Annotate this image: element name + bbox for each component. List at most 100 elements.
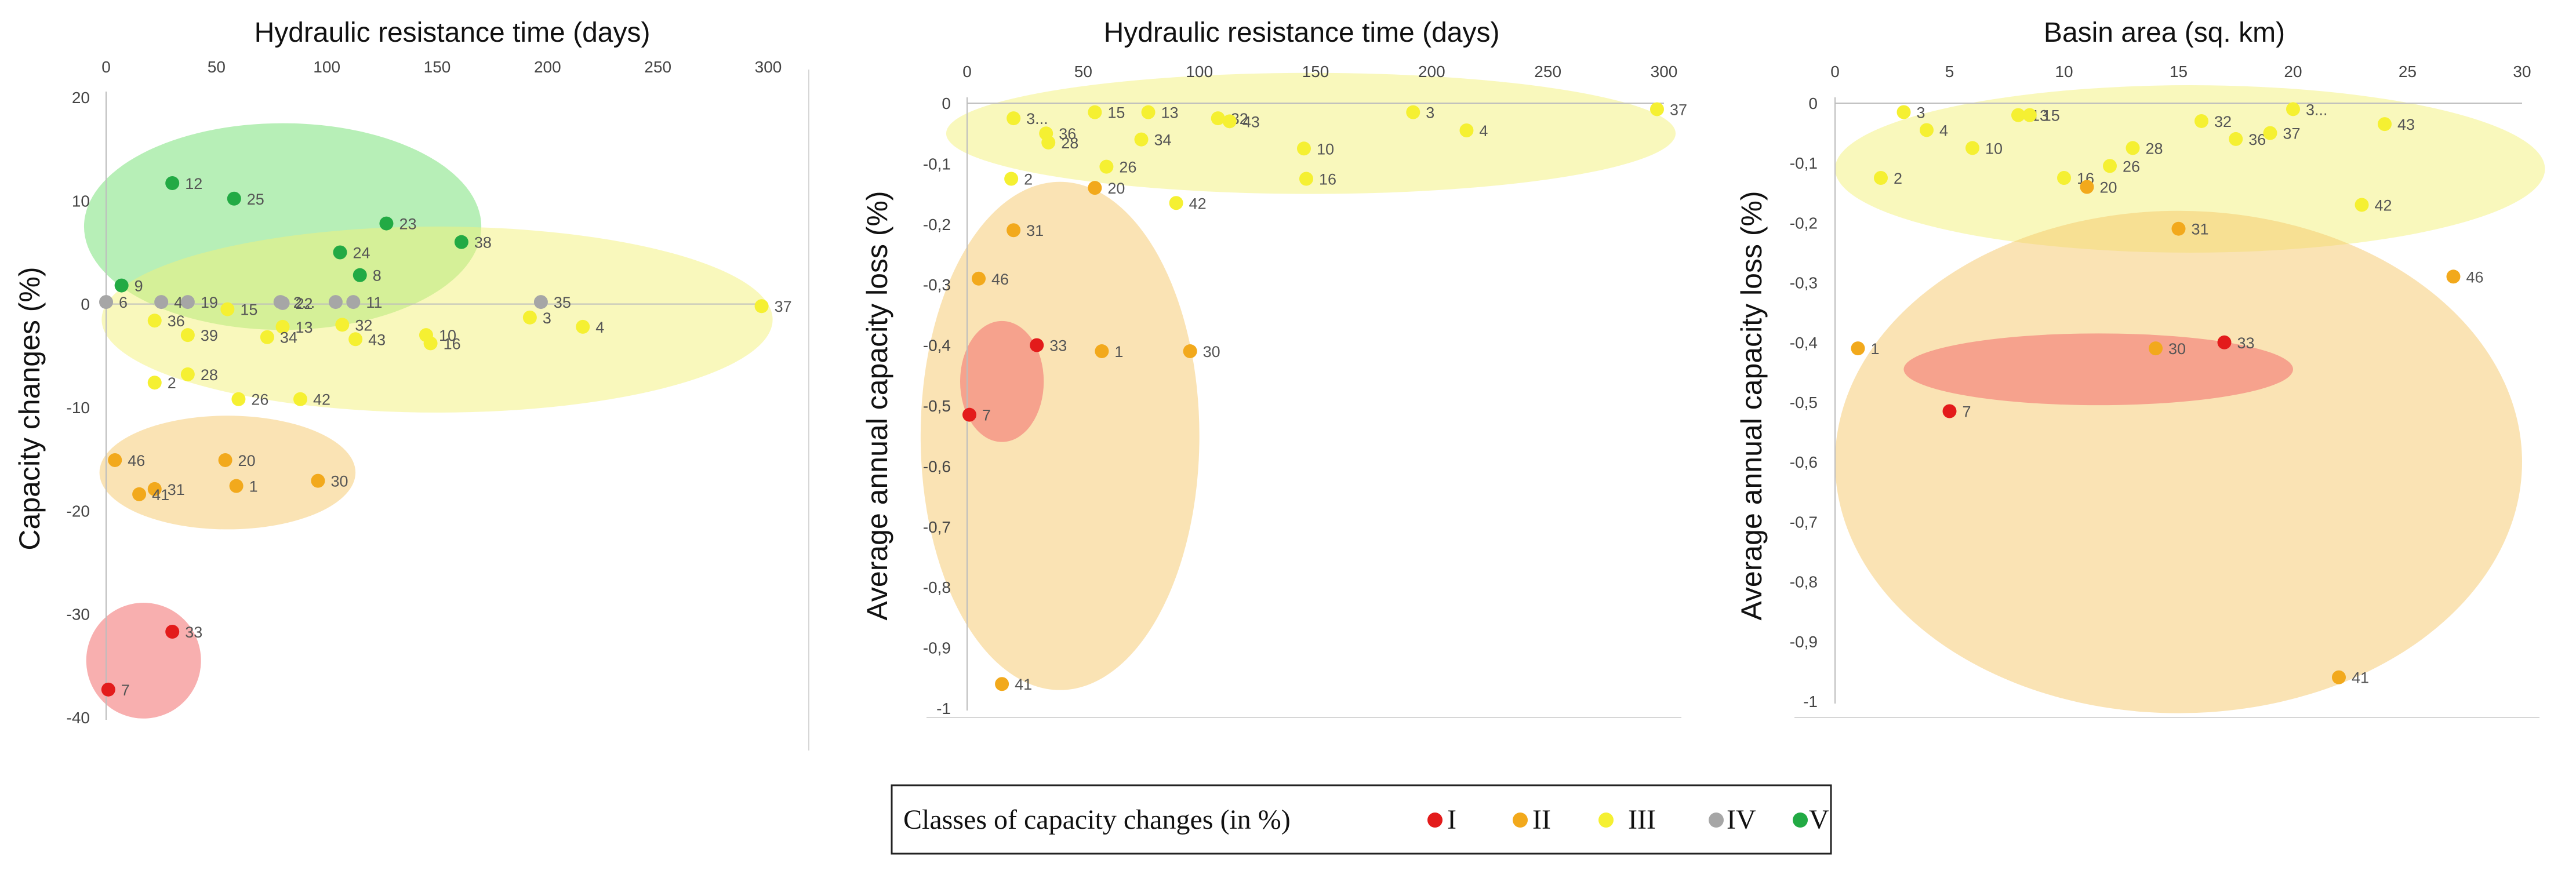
x-tick-label: 200 (534, 58, 561, 76)
point-label: 32 (355, 316, 372, 334)
point-label: 26 (1119, 159, 1136, 176)
data-point (2217, 335, 2232, 349)
cluster-ellipse (99, 416, 356, 530)
point-label: 23 (399, 216, 416, 233)
data-point (2126, 141, 2140, 155)
data-point (328, 295, 343, 309)
point-label: 43 (1242, 113, 1260, 130)
chart-1-ylabel: Capacity changes (%) (13, 267, 46, 550)
data-point (231, 392, 246, 406)
y-tick-label: -0,4 (1790, 334, 1818, 352)
x-tick-label: 15 (2170, 63, 2188, 81)
legend-item-V: V (1793, 804, 1829, 835)
cluster-ellipse (86, 603, 201, 719)
data-point (972, 271, 986, 286)
data-point (1851, 341, 1865, 356)
point-label: 7 (1963, 403, 1971, 420)
y-tick-label: -0,6 (1790, 453, 1818, 471)
point-label: 36 (2248, 131, 2266, 148)
chart-3-y-ticks: 0 -0,1 -0,2 -0,3 -0,4 -0,5 -0,6 -0,7 -0,8 -0,9 -1 (1790, 94, 1818, 711)
x-tick-label: 100 (1186, 63, 1213, 81)
data-point (995, 677, 1009, 691)
point-label: 37 (2283, 125, 2301, 143)
y-tick-label: -0,9 (1790, 633, 1818, 651)
point-label: 31 (1026, 222, 1044, 239)
data-point (1007, 223, 1021, 238)
point-label: 28 (201, 366, 218, 384)
point-label: 34 (1154, 132, 1172, 149)
point-label: 24 (353, 245, 370, 262)
data-point (962, 407, 977, 422)
point-label: 1 (1871, 340, 1880, 358)
x-tick-label: 150 (1302, 63, 1329, 81)
data-point (180, 328, 195, 343)
y-tick-label: -0,7 (923, 518, 951, 536)
y-tick-label: -0,8 (923, 578, 951, 596)
point-label: 35 (554, 294, 571, 311)
chart-3-x-ticks: 0 5 10 15 20 25 30 (1830, 63, 2531, 81)
data-point (353, 268, 367, 282)
data-point (1920, 123, 1934, 137)
point-label: 13 (296, 319, 313, 336)
point-label: 3... (2306, 101, 2328, 118)
y-tick-label: -10 (67, 399, 90, 417)
data-point (1141, 105, 1156, 119)
chart-1-clusters (83, 123, 773, 719)
point-label: 4 (595, 319, 604, 336)
y-tick-label: -30 (67, 606, 90, 624)
chart-1-x-ticks: 0 50 100 150 200 250 300 (101, 58, 782, 76)
point-label: 28 (1061, 134, 1078, 152)
point-label: 42 (313, 391, 330, 409)
point-label: 30 (2168, 340, 2186, 358)
point-label: 22 (296, 295, 313, 312)
y-tick-label: -0,6 (923, 457, 951, 475)
point-label: 26 (2123, 158, 2140, 175)
data-point (218, 453, 232, 467)
data-point (1896, 105, 1911, 119)
legend-item-IV: IV (1709, 804, 1756, 835)
data-point (2080, 180, 2094, 194)
data-point (576, 319, 590, 334)
data-point (1874, 171, 1888, 185)
chart-1-title: Hydraulic resistance time (days) (255, 17, 651, 48)
y-tick-label: -0,1 (1790, 154, 1818, 172)
point-label: 15 (240, 301, 257, 319)
x-tick-label: 300 (755, 58, 782, 76)
data-point (99, 295, 113, 309)
x-tick-label: 0 (1830, 63, 1840, 81)
data-point (1095, 344, 1109, 359)
data-point (2229, 132, 2243, 146)
y-tick-label: -20 (67, 502, 90, 520)
chart-2-clusters (920, 72, 1676, 690)
data-point (1296, 141, 1311, 156)
data-point (1406, 105, 1420, 119)
point-label: 41 (1015, 676, 1032, 693)
data-point (165, 176, 180, 191)
x-tick-label: 100 (313, 58, 340, 76)
legend-label-V: V (1809, 804, 1829, 835)
point-label: 37 (775, 298, 792, 315)
legend-item-I: I (1427, 804, 1456, 835)
y-tick-label: -0,5 (1790, 394, 1818, 411)
data-point (1099, 159, 1114, 174)
x-tick-label: 25 (2399, 63, 2417, 81)
data-point (260, 330, 274, 344)
y-tick-label: -0,7 (1790, 513, 1818, 531)
data-point (101, 682, 115, 697)
data-point (1088, 105, 1102, 119)
chart-1-y-ticks: 20 10 0 -10 -20 -30 -40 (67, 89, 90, 727)
data-point (1088, 181, 1102, 195)
data-point (2263, 126, 2277, 140)
point-label: 2 (168, 374, 176, 392)
chart-1-points: 122523382489647192...2251135153734133236… (99, 175, 792, 699)
x-tick-label: 250 (644, 58, 671, 76)
data-point (2355, 198, 2369, 212)
point-label: 30 (330, 473, 348, 490)
point-label: 7 (121, 682, 130, 699)
data-point (2446, 269, 2461, 284)
point-label: 3 (543, 309, 551, 327)
point-label: 28 (2146, 140, 2163, 157)
data-point (1134, 132, 1149, 147)
